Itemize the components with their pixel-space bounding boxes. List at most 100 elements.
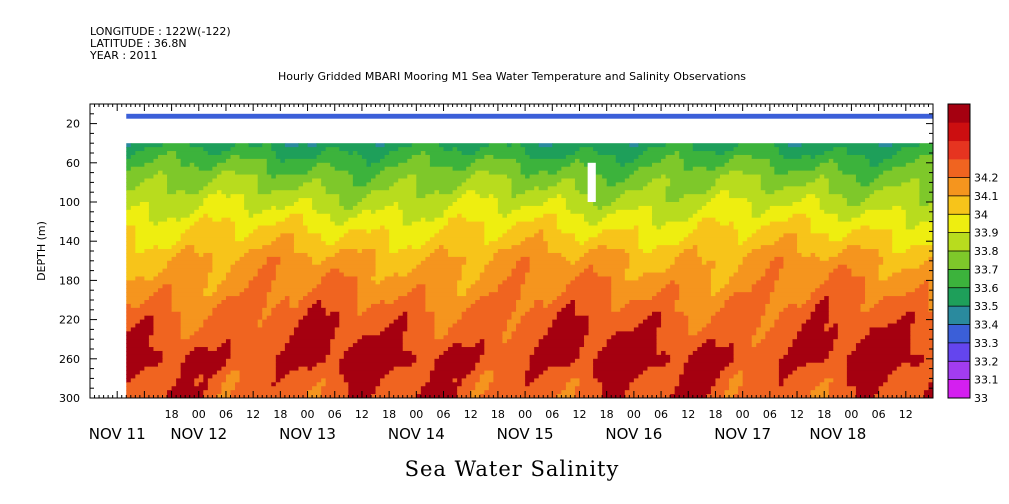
salinity-cell [402,213,445,219]
salinity-cell [719,174,762,179]
salinity-cell [710,319,762,325]
salinity-cell [416,284,426,289]
salinity-cell [611,280,671,285]
x-hour-label: 00 [409,408,423,421]
salinity-cell [130,166,200,172]
salinity-cell [425,292,458,297]
salinity-cell [896,366,934,372]
salinity-cell [189,350,231,356]
salinity-cell [760,178,816,183]
salinity-cell [597,233,639,238]
salinity-cell [783,186,830,191]
salinity-cell [769,221,812,227]
salinity-cell [484,370,494,375]
salinity-cell [538,374,594,379]
salinity-cell [461,378,481,383]
salinity-cell [371,178,399,183]
salinity-cell [760,323,775,328]
salinity-cell [393,319,408,325]
salinity-cell [307,311,327,317]
salinity-cell [584,241,639,246]
salinity-cell [638,323,662,328]
salinity-cell [824,327,830,332]
salinity-cell [855,347,911,352]
salinity-cell [574,233,599,238]
salinity-cell [429,154,485,160]
colorbar-swatch [948,195,970,215]
salinity-cell [402,221,413,227]
salinity-cell [901,362,911,368]
salinity-cell [203,202,245,207]
salinity-cell [389,245,408,250]
salinity-cell [225,378,241,383]
salinity-cell [901,315,916,321]
salinity-cell [574,307,612,313]
salinity-cell [837,331,871,336]
salinity-cell [203,319,259,325]
salinity-cell [914,315,934,321]
salinity-cell [284,205,313,211]
salinity-cell [624,303,676,309]
salinity-cell [506,319,522,325]
salinity-cell [638,154,667,160]
salinity-cell [828,315,902,321]
salinity-cell [452,166,467,172]
salinity-cell [760,225,812,230]
salinity-cell [434,331,449,336]
salinity-cell [525,370,544,375]
salinity-cell [225,374,241,379]
salinity-cell [883,260,925,266]
salinity-cell [769,264,784,270]
salinity-cell [525,151,576,156]
salinity-cell [615,198,667,203]
salinity-cell [434,358,481,364]
salinity-cell [883,382,929,387]
salinity-cell [733,292,771,297]
salinity-cell [479,194,490,199]
salinity-cell [656,225,662,230]
salinity-cell [375,264,417,270]
salinity-cell [724,390,739,395]
colorbar-swatch [948,269,970,289]
salinity-cell [144,249,182,254]
salinity-cell [366,307,426,313]
salinity-cell [828,237,843,242]
salinity-cell [760,319,775,325]
salinity-cell [588,319,644,325]
salinity-cell [280,256,313,262]
salinity-cell [679,378,716,383]
salinity-cell [194,382,200,387]
salinity-cell [289,300,299,305]
salinity-cell [778,276,830,281]
salinity-cell [697,245,762,250]
salinity-cell [434,311,463,317]
salinity-cell [466,292,490,297]
salinity-cell [126,319,141,325]
salinity-cell [928,256,934,262]
salinity-cell [339,362,413,368]
salinity-cell [321,151,349,156]
salinity-cell [516,260,531,266]
salinity-cell [543,233,576,238]
salinity-cell [334,327,386,332]
year-label: YEAR : 2011 [89,49,158,62]
salinity-cell [452,378,458,383]
salinity-cell [225,272,259,277]
salinity-cell [529,366,549,372]
salinity-cell [633,378,680,383]
salinity-cell [352,151,358,156]
salinity-cell [561,252,585,258]
salinity-cell [679,154,735,160]
colorbar-label: 33.9 [974,227,999,240]
salinity-cell [425,307,467,313]
salinity-cell [688,233,739,238]
salinity-cell [452,190,467,195]
salinity-cell [126,221,154,227]
x-hour-label: 12 [355,408,369,421]
salinity-cell [833,343,857,348]
missing-data-regions [587,162,596,202]
salinity-cell [837,335,866,340]
salinity-cell [425,288,458,293]
salinity-cell [402,311,408,317]
salinity-cell [661,323,689,328]
